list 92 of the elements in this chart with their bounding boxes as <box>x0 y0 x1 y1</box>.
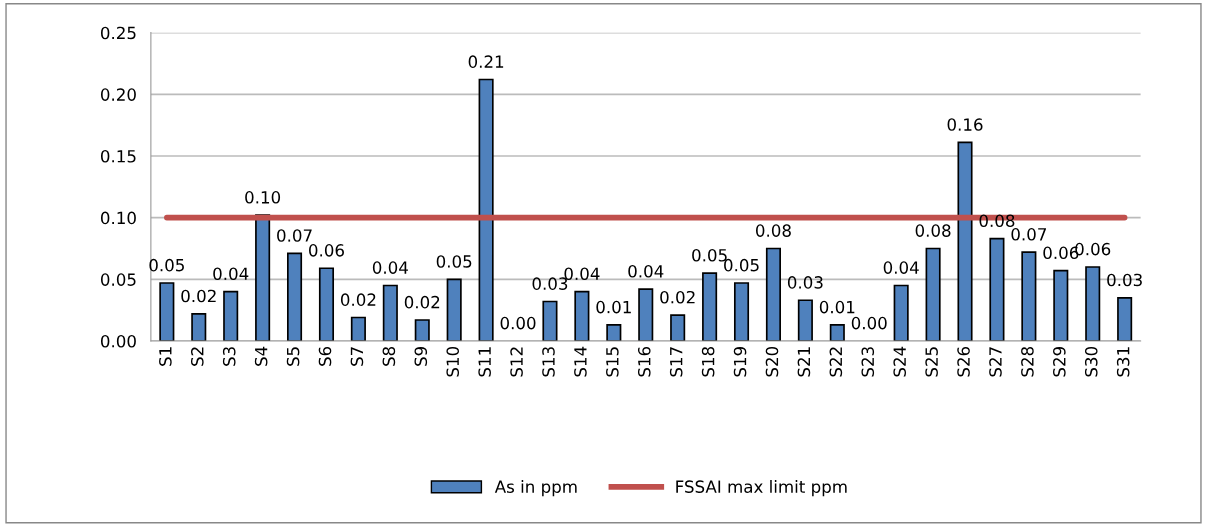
bar <box>159 282 175 341</box>
bar <box>382 284 398 341</box>
data-label: 0.04 <box>883 261 919 274</box>
x-tick-label: S18 <box>701 346 715 377</box>
data-label: 0.21 <box>468 55 504 68</box>
data-label: 0.01 <box>596 300 631 314</box>
bar <box>542 300 558 341</box>
data-label: 0.07 <box>1011 228 1046 241</box>
bar <box>893 284 909 341</box>
data-label: 0.00 <box>500 316 536 330</box>
x-tick-label: S22 <box>829 347 843 377</box>
bar <box>223 290 239 341</box>
x-tick-label: S24 <box>893 346 906 377</box>
data-label: 0.16 <box>947 118 983 131</box>
bar <box>606 324 622 341</box>
bar <box>797 299 813 341</box>
bar <box>765 247 781 341</box>
bar <box>925 247 941 341</box>
x-tick-label: S12 <box>510 347 523 377</box>
data-label: 0.04 <box>372 261 408 274</box>
text: 0.20 <box>100 88 136 101</box>
x-tick-label: S31 <box>1116 347 1130 377</box>
data-label: 0.02 <box>660 290 695 304</box>
x-tick-label: S1 <box>159 347 172 366</box>
data-label: 0.06 <box>309 244 344 257</box>
x-tick-label: S4 <box>254 346 268 366</box>
x-tick-label: S27 <box>989 347 1002 377</box>
data-label: 0.10 <box>245 191 281 204</box>
text: 0.25 <box>100 26 136 40</box>
data-label: 0.07 <box>277 229 312 242</box>
bar <box>1117 296 1133 341</box>
bar <box>446 278 462 341</box>
x-tick-label: S8 <box>382 346 396 366</box>
x-tick-label: S5 <box>286 347 300 366</box>
data-label: 0.04 <box>628 265 664 278</box>
bar <box>478 78 494 341</box>
x-tick-label: S6 <box>318 346 332 366</box>
bar <box>702 272 718 341</box>
bar <box>989 237 1005 341</box>
bar <box>829 324 845 341</box>
x-tick-label: S17 <box>669 347 683 377</box>
data-label: 0.04 <box>213 267 249 281</box>
data-label: 0.00 <box>851 316 887 330</box>
legend-label: As in ppm <box>494 480 577 497</box>
text: 0.15 <box>100 149 136 163</box>
x-tick-label: S9 <box>414 347 428 366</box>
bar <box>638 288 654 341</box>
data-label: 0.02 <box>404 295 440 309</box>
bar <box>191 313 207 341</box>
x-tick-label: S19 <box>733 347 747 377</box>
x-tick-label: S3 <box>222 347 236 366</box>
bar <box>1021 251 1037 341</box>
data-label: 0.03 <box>1107 273 1142 287</box>
x-tick-label: S21 <box>797 347 811 377</box>
data-label: 0.05 <box>436 255 472 268</box>
bar <box>255 214 271 341</box>
bar <box>414 319 430 341</box>
bar <box>670 314 686 341</box>
data-label: 0.03 <box>787 276 823 289</box>
data-label: 0.02 <box>181 289 216 303</box>
x-tick-label: S2 <box>190 347 204 366</box>
x-tick-label: S10 <box>446 346 460 377</box>
data-label: 0.01 <box>819 300 855 314</box>
x-tick-label: S30 <box>1084 346 1098 377</box>
bar <box>287 252 303 341</box>
x-tick-label: S16 <box>637 346 651 377</box>
x-tick-label: S29 <box>1053 347 1066 377</box>
bar <box>1085 266 1101 341</box>
bar <box>1053 269 1069 341</box>
text: 0.05 <box>100 273 136 286</box>
x-tick-label: S26 <box>957 346 970 377</box>
bar <box>350 316 366 341</box>
text: 0.00 <box>100 334 136 348</box>
x-tick-label: S13 <box>542 347 555 377</box>
x-tick-label: S11 <box>478 347 491 377</box>
legend-label: FSSAI max limit ppm <box>676 480 847 497</box>
text: 0.10 <box>100 211 136 225</box>
bar <box>318 267 335 341</box>
x-tick-label: S7 <box>350 347 364 366</box>
bar <box>957 141 973 341</box>
x-tick-label: S15 <box>606 347 619 377</box>
x-tick-label: S20 <box>765 346 779 377</box>
data-label: 0.05 <box>149 258 184 272</box>
x-tick-label: S23 <box>861 347 875 377</box>
bar <box>574 290 590 341</box>
data-label: 0.08 <box>915 224 951 237</box>
bar <box>733 282 750 341</box>
x-tick-label: S28 <box>1021 346 1034 377</box>
data-label: 0.02 <box>340 293 376 306</box>
x-tick-label: S14 <box>574 346 587 377</box>
x-tick-label: S25 <box>925 347 938 377</box>
data-label: 0.08 <box>756 224 791 237</box>
